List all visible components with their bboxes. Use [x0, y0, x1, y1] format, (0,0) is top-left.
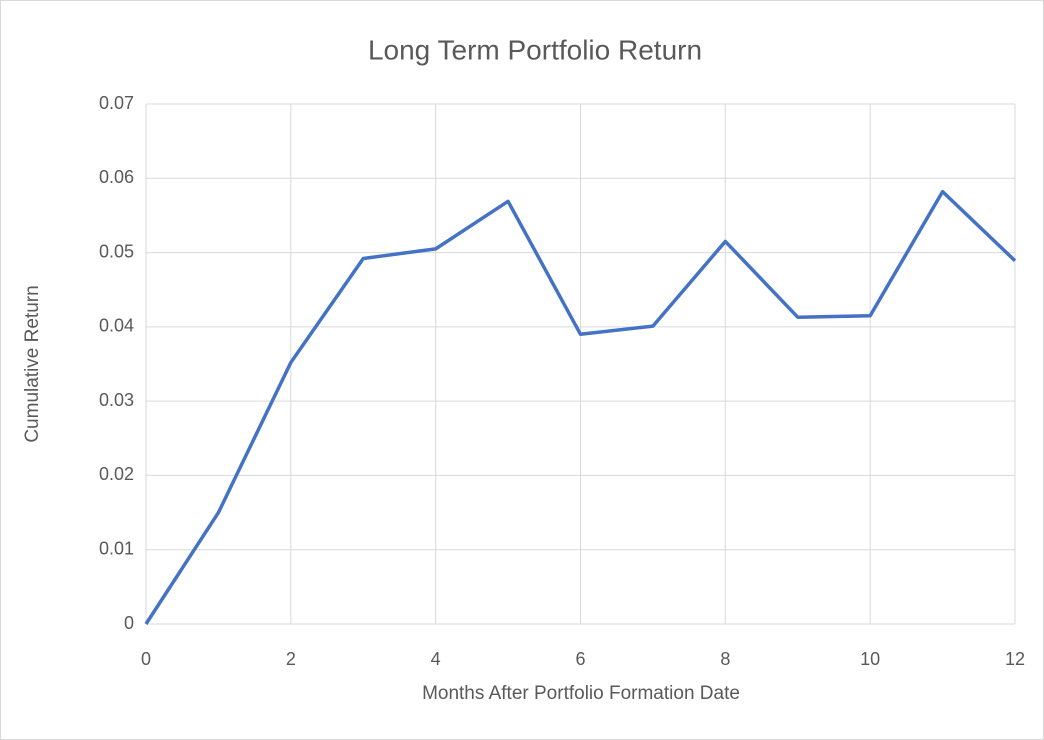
y-tick-label: 0.03	[99, 390, 134, 410]
x-tick-label: 2	[286, 649, 296, 669]
y-tick-label: 0.04	[99, 316, 134, 336]
y-tick-label: 0.07	[99, 93, 134, 113]
x-tick-label: 0	[141, 649, 151, 669]
x-tick-label: 4	[431, 649, 441, 669]
y-tick-label: 0.02	[99, 464, 134, 484]
y-tick-label: 0	[124, 613, 134, 633]
y-tick-label: 0.01	[99, 538, 134, 558]
x-tick-label: 8	[720, 649, 730, 669]
y-tick-label: 0.06	[99, 167, 134, 187]
y-tick-label: 0.05	[99, 241, 134, 261]
x-tick-label: 6	[575, 649, 585, 669]
chart-title: Long Term Portfolio Return	[368, 34, 702, 65]
x-tick-label: 10	[860, 649, 880, 669]
y-axis-title: Cumulative Return	[22, 285, 43, 442]
data-line	[144, 189, 1017, 625]
x-axis-title: Months After Portfolio Formation Date	[422, 683, 740, 704]
x-tick-label: 12	[1005, 649, 1025, 669]
